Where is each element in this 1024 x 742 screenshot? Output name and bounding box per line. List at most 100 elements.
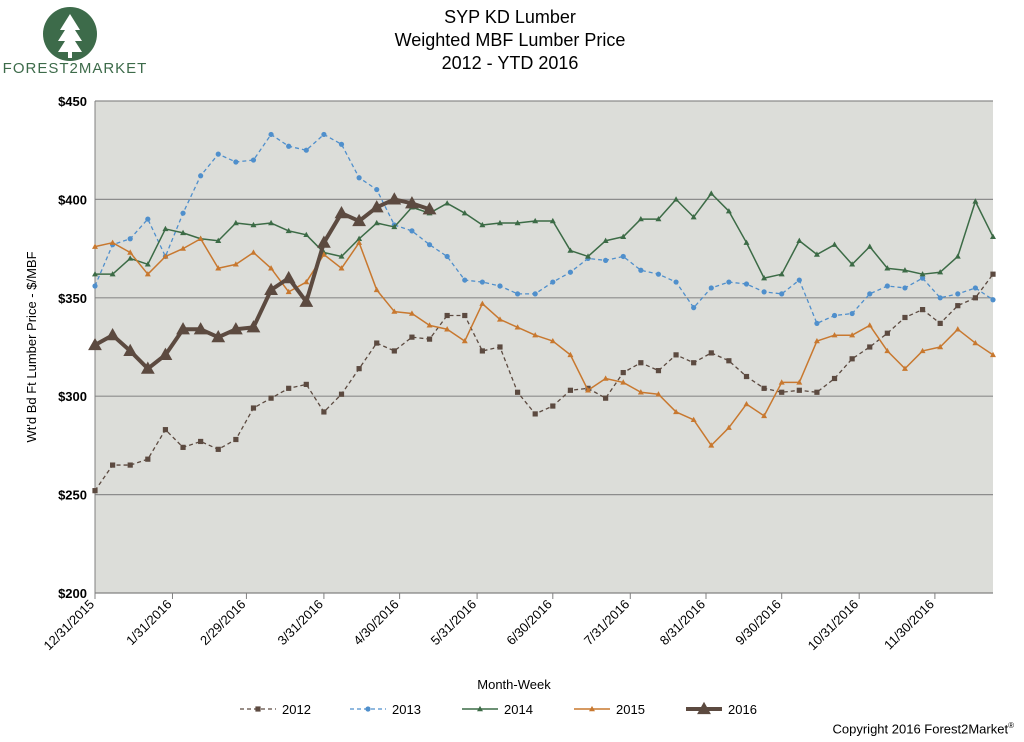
data-point [426, 322, 433, 328]
data-point [180, 444, 186, 450]
y-tick-label: $200 [58, 586, 87, 601]
data-point [250, 405, 257, 411]
data-point [620, 369, 626, 376]
data-point [603, 395, 609, 401]
data-point [990, 351, 996, 358]
data-point [814, 389, 820, 395]
data-point [338, 391, 345, 397]
data-point [990, 297, 996, 303]
data-point [233, 436, 239, 443]
data-point [356, 366, 362, 372]
data-point [532, 411, 538, 417]
data-point [567, 351, 574, 358]
data-point [655, 368, 662, 374]
plot-area [95, 101, 993, 593]
data-point [655, 271, 662, 277]
data-point [849, 332, 856, 338]
data-point [620, 253, 626, 260]
data-point [655, 391, 662, 397]
data-point [796, 387, 802, 393]
data-point [127, 462, 133, 468]
data-point [268, 395, 274, 401]
data-point [637, 215, 644, 222]
data-point [232, 261, 239, 267]
y-tick-label: $400 [58, 192, 87, 207]
data-point [673, 408, 680, 415]
data-point [426, 242, 433, 248]
tree-logo-icon [43, 7, 97, 61]
data-point [902, 285, 908, 291]
data-point [550, 403, 556, 409]
data-point [338, 141, 345, 147]
data-point [180, 229, 187, 236]
data-point [268, 265, 275, 271]
data-point [127, 255, 134, 261]
data-point [550, 279, 556, 285]
data-point [761, 275, 768, 281]
data-point [813, 251, 820, 257]
data-point [602, 375, 609, 381]
y-axis-title: Wt'd Bd Ft Lumber Price - $/MBF [24, 251, 39, 442]
data-point [761, 385, 767, 391]
data-point [725, 208, 732, 214]
data-point [620, 379, 627, 385]
data-point [444, 326, 451, 332]
title-line-1: SYP KD Lumber [444, 7, 576, 27]
data-point [303, 381, 309, 387]
data-point [884, 265, 891, 271]
data-point [268, 219, 275, 226]
data-point [198, 173, 204, 179]
data-point [708, 442, 715, 448]
data-point [444, 253, 450, 260]
data-point [88, 337, 102, 351]
data-point [369, 200, 384, 213]
series-2015 [92, 235, 996, 448]
data-point [422, 202, 437, 215]
data-point [127, 249, 134, 255]
data-point [743, 281, 750, 287]
data-point [285, 288, 292, 295]
data-point [374, 186, 380, 193]
data-point [127, 236, 133, 242]
title-line-2: Weighted MBF Lumber Price [394, 30, 626, 50]
data-point [866, 322, 873, 328]
data-point [387, 192, 402, 205]
data-point [637, 389, 644, 395]
data-point [990, 271, 996, 277]
data-point [109, 239, 116, 245]
data-point [338, 265, 345, 271]
x-tick-label: 8/31/2016 [657, 597, 709, 649]
data-point [937, 295, 943, 301]
title-line-3: 2012 - YTD 2016 [441, 53, 579, 73]
registered-mark: ® [1008, 720, 1014, 730]
legend-marker [697, 701, 711, 715]
series-line-2015 [94, 238, 994, 447]
legend-marker [255, 706, 261, 712]
data-point [585, 253, 592, 259]
data-point [691, 305, 697, 311]
data-point [180, 210, 186, 216]
data-point [884, 283, 890, 289]
series-line-2014 [95, 192, 994, 279]
data-point [462, 312, 468, 319]
data-point [286, 385, 292, 391]
legend-item-2015: 2015 [574, 702, 645, 717]
data-point [514, 324, 521, 330]
chart-title: SYP KD Lumber Weighted MBF Lumber Price … [290, 6, 730, 75]
data-point [849, 310, 855, 317]
data-point [356, 239, 363, 245]
data-point [92, 488, 98, 494]
data-point [162, 427, 169, 433]
data-point [655, 215, 662, 222]
data-point [814, 320, 820, 326]
data-point [831, 312, 838, 319]
data-point [232, 219, 239, 226]
data-point [250, 221, 257, 228]
x-tick-label: 9/30/2016 [732, 597, 784, 649]
data-point [937, 269, 944, 275]
data-point [176, 322, 190, 335]
logo-text: FOREST2MARKET [2, 60, 148, 77]
y-tick-label: $300 [58, 389, 87, 404]
data-point [603, 257, 609, 264]
